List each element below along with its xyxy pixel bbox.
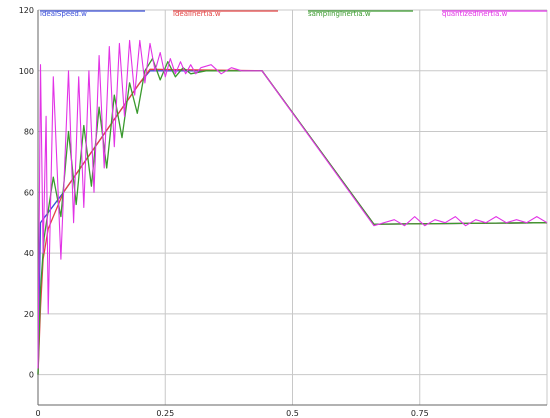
y-tick-label: 120 (19, 6, 34, 15)
series-line-quantizedinertia-w (37, 39, 548, 369)
legend-entry: samplingInertia.w (308, 10, 413, 18)
series-line-samplinginertia-w (37, 57, 548, 375)
legend: idealSpeed.w idealInertia.w samplingInerti… (40, 10, 547, 18)
legend-entry: idealInertia.w (173, 10, 278, 18)
grid (37, 9, 548, 405)
legend-entry: quantizedInertia.w (442, 10, 547, 18)
legend-label: idealInertia.w (173, 10, 221, 18)
x-tick-label: 0.25 (156, 409, 174, 418)
x-tick-label: 0.5 (286, 409, 299, 418)
y-tick-label: 20 (24, 310, 34, 319)
legend-label: samplingInertia.w (308, 10, 371, 18)
legend-entry: idealSpeed.w (40, 10, 145, 18)
legend-label: quantizedInertia.w (442, 10, 508, 18)
y-tick-label: 80 (24, 128, 34, 137)
x-tick-label: 0.75 (411, 409, 429, 418)
y-tick-label: 0 (29, 371, 34, 380)
series (37, 39, 548, 375)
y-tick-label: 40 (24, 249, 34, 258)
tick-labels: 0 20 40 60 80 100 120 0 0.25 0.5 0.75 (19, 6, 429, 418)
x-tick-label: 0 (35, 409, 40, 418)
y-tick-label: 60 (24, 188, 34, 197)
y-tick-label: 100 (19, 67, 34, 76)
legend-label: idealSpeed.w (40, 10, 87, 18)
